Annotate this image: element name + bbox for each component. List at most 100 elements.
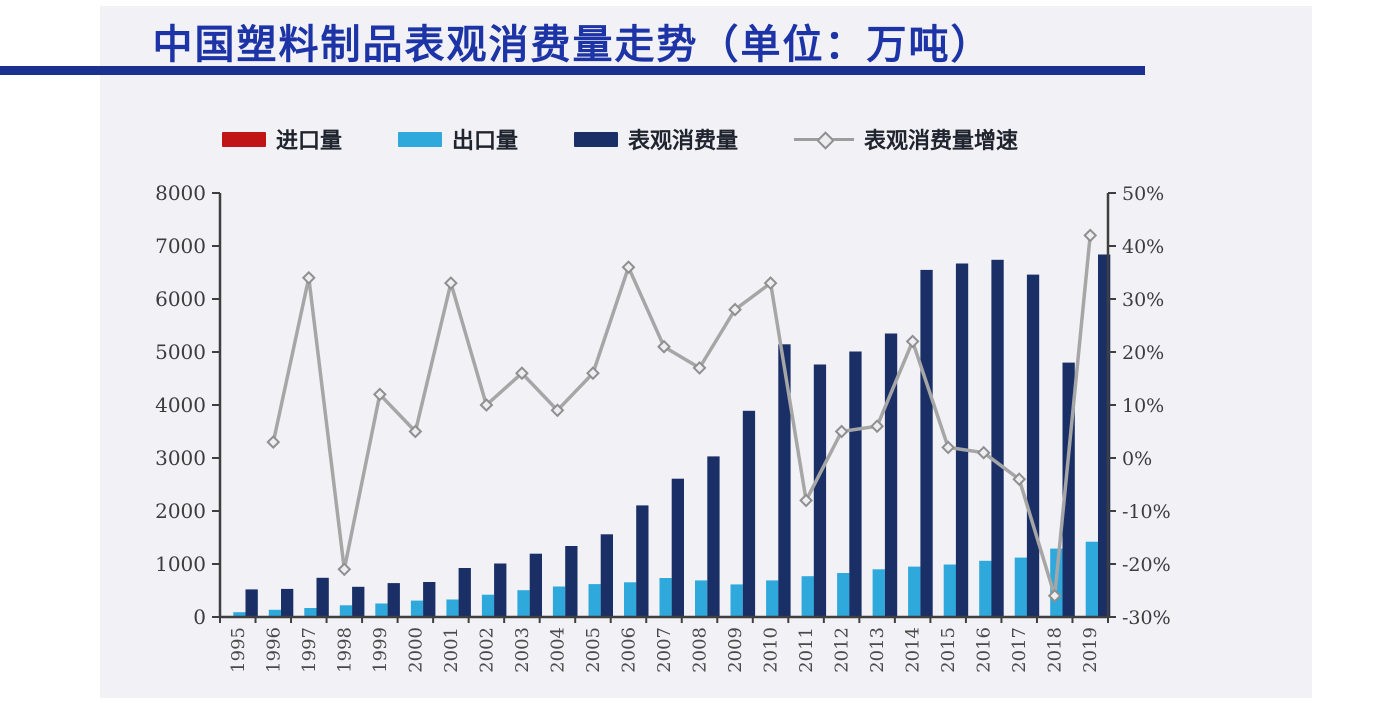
left-axis-label: 3000 (155, 446, 206, 470)
line-marker-diamond (515, 366, 529, 381)
bar-表观消费量-2014 (920, 269, 933, 617)
line-marker-diamond (763, 276, 778, 291)
bar-出口量-2004 (552, 586, 566, 617)
left-axis-label: 5000 (155, 340, 206, 364)
bar-出口量-2017 (1014, 557, 1027, 617)
x-axis-label: 2008 (690, 627, 711, 673)
x-axis-label: 2013 (867, 627, 888, 673)
right-axis-label: -30% (1122, 607, 1171, 629)
line-marker-diamond (443, 276, 458, 291)
x-axis-label: 2010 (761, 627, 782, 673)
bar-表观消费量-1997 (316, 577, 329, 617)
left-axis-label: 2000 (155, 499, 206, 523)
legend-swatch-bar-icon (397, 131, 442, 147)
right-axis-label: -10% (1122, 501, 1171, 523)
bar-出口量-2000 (410, 600, 424, 617)
bar-出口量-2016 (979, 560, 992, 617)
bar-表观消费量-2002 (494, 563, 507, 617)
x-axis-label: 2016 (974, 627, 995, 673)
chart-title: 中国塑料制品表观消费量走势（单位：万吨） (152, 21, 993, 68)
bar-出口量-2007 (659, 578, 672, 617)
legend-label: 进口量 (275, 128, 342, 154)
bar-表观消费量-1999 (387, 583, 400, 617)
legend-swatch-line-icon (794, 130, 855, 150)
right-axis-label: 10% (1122, 395, 1164, 417)
line-marker-diamond (408, 424, 423, 439)
left-axis-label: 4000 (155, 393, 206, 417)
x-axis-label: 2009 (725, 627, 746, 673)
bar-出口量-2009 (730, 584, 743, 617)
line-marker-diamond (1083, 228, 1098, 243)
bar-表观消费量-2013 (884, 333, 898, 617)
legend-swatch-bar-icon (221, 131, 266, 147)
bar-表观消费量-2010 (778, 344, 791, 617)
line-marker-diamond (976, 445, 991, 460)
bar-出口量-2014 (908, 566, 921, 617)
right-axis-label: -20% (1122, 554, 1171, 576)
right-axis-label: 0% (1122, 448, 1152, 470)
right-axis-label: 30% (1122, 289, 1164, 311)
x-axis-label: 2002 (476, 627, 497, 673)
bar-出口量-1996 (268, 609, 282, 617)
legend-item-3: 表观消费量增速 (794, 123, 1018, 155)
bar-表观消费量-2011 (813, 364, 827, 617)
legend-label: 表观消费量 (628, 128, 739, 154)
x-axis-label: 2004 (547, 627, 568, 673)
bar-出口量-2019 (1085, 541, 1098, 617)
bar-表观消费量-2016 (991, 259, 1004, 617)
x-axis-label: 1999 (370, 627, 391, 673)
bar-表观消费量-1998 (352, 586, 365, 617)
x-axis-label: 2007 (654, 627, 675, 673)
x-axis-label: 2015 (938, 627, 959, 673)
line-marker-diamond (799, 493, 813, 508)
bar-表观消费量-2005 (600, 534, 613, 617)
left-axis-label: 1000 (155, 552, 206, 576)
right-axis-label: 40% (1122, 236, 1164, 258)
line-marker-diamond (870, 419, 885, 434)
legend-swatch-bar-icon (574, 131, 618, 147)
left-axis-label: 0 (193, 605, 206, 629)
x-axis-label: 2012 (832, 627, 853, 673)
legend-item-2: 表观消费量 (574, 123, 738, 155)
line-marker-diamond (692, 360, 707, 375)
bar-表观消费量-2012 (849, 351, 862, 617)
bar-出口量-2010 (766, 580, 779, 617)
bar-表观消费量-2006 (636, 505, 649, 617)
left-axis-label: 8000 (155, 181, 206, 205)
bar-表观消费量-2003 (529, 553, 542, 617)
legend-label: 出口量 (451, 128, 518, 154)
bar-出口量-2003 (517, 590, 530, 617)
bar-出口量-2011 (801, 576, 814, 617)
bar-出口量-1999 (375, 603, 388, 617)
legend-item-1: 出口量 (397, 123, 518, 155)
title-underline (0, 66, 1145, 75)
bar-出口量-1995 (233, 612, 246, 617)
bar-出口量-2015 (943, 564, 956, 617)
line-marker-diamond (337, 562, 352, 577)
left-axis-label: 6000 (155, 287, 206, 311)
x-axis-label: 1998 (334, 627, 355, 673)
bar-表观消费量-2004 (565, 546, 578, 617)
x-axis-label: 2000 (405, 627, 426, 673)
line-marker-diamond (905, 334, 920, 349)
line-marker-diamond (301, 270, 316, 285)
line-marker-diamond (621, 260, 636, 275)
x-axis-label: 2019 (1080, 627, 1101, 673)
x-axis-label: 1996 (263, 627, 284, 673)
bar-出口量-2005 (588, 584, 601, 617)
x-axis-label: 2005 (583, 627, 604, 673)
line-marker-diamond (550, 403, 565, 418)
bar-出口量-2001 (446, 599, 459, 617)
bar-出口量-1997 (304, 608, 317, 617)
line-marker-diamond (1047, 588, 1062, 603)
x-axis-label: 2001 (441, 627, 462, 673)
bar-出口量-1998 (339, 605, 353, 617)
left-axis-label: 7000 (155, 234, 206, 258)
bar-表观消费量-2001 (458, 568, 471, 617)
bar-表观消费量-2009 (742, 410, 756, 617)
line-marker-diamond (657, 339, 671, 354)
x-axis-label: 1995 (228, 627, 249, 673)
x-axis-label: 2018 (1045, 627, 1066, 673)
right-axis-label: 20% (1122, 342, 1164, 364)
